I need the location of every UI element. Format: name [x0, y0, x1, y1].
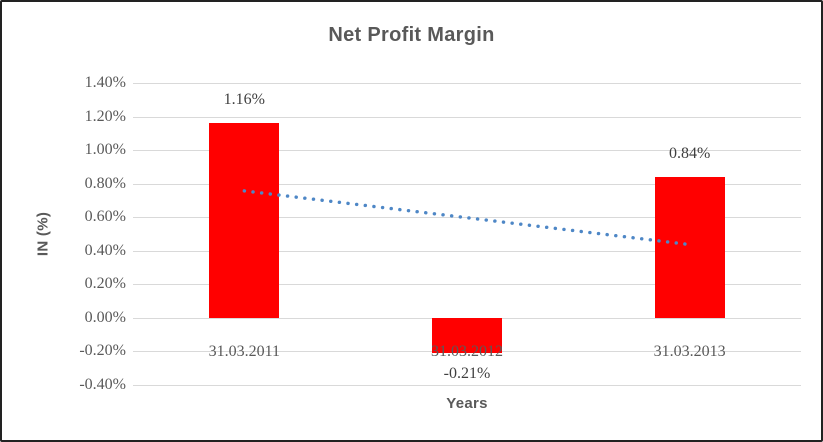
bar	[209, 123, 280, 318]
bar	[654, 176, 725, 318]
y-tick-label: 0.60%	[84, 208, 126, 225]
bar-value-label: 0.84%	[668, 144, 711, 162]
x-category-label: 31.03.2013	[653, 342, 726, 360]
gridline	[133, 284, 801, 285]
bar-value-label: -0.21%	[443, 365, 491, 383]
bar-value-label: 1.16%	[223, 91, 265, 109]
trendline	[242, 189, 692, 247]
y-tick-label: 0.80%	[84, 175, 126, 192]
y-tick-label: 1.00%	[84, 141, 126, 158]
gridline	[133, 117, 801, 118]
x-category-label: 31.03.2011	[208, 342, 281, 360]
y-tick-label: 1.40%	[84, 74, 126, 91]
gridline	[133, 217, 801, 218]
gridline	[133, 83, 801, 84]
x-category-label: 31.03.2012	[431, 342, 503, 360]
y-tick-label: 0.40%	[84, 242, 126, 259]
y-tick-label: -0.40%	[79, 376, 126, 393]
gridline	[133, 251, 801, 252]
y-tick-label: -0.20%	[79, 342, 126, 359]
trendline-path	[242, 189, 692, 247]
gridline	[133, 150, 801, 151]
bar	[432, 317, 502, 354]
x-axis-title: Years	[446, 395, 488, 412]
gridline	[133, 385, 801, 386]
y-tick-label: 0.00%	[84, 309, 126, 326]
gridline	[133, 184, 801, 185]
y-tick-label: 1.20%	[84, 108, 126, 125]
y-tick-label: 0.20%	[84, 275, 126, 292]
chart-title: Net Profit Margin	[328, 24, 495, 46]
